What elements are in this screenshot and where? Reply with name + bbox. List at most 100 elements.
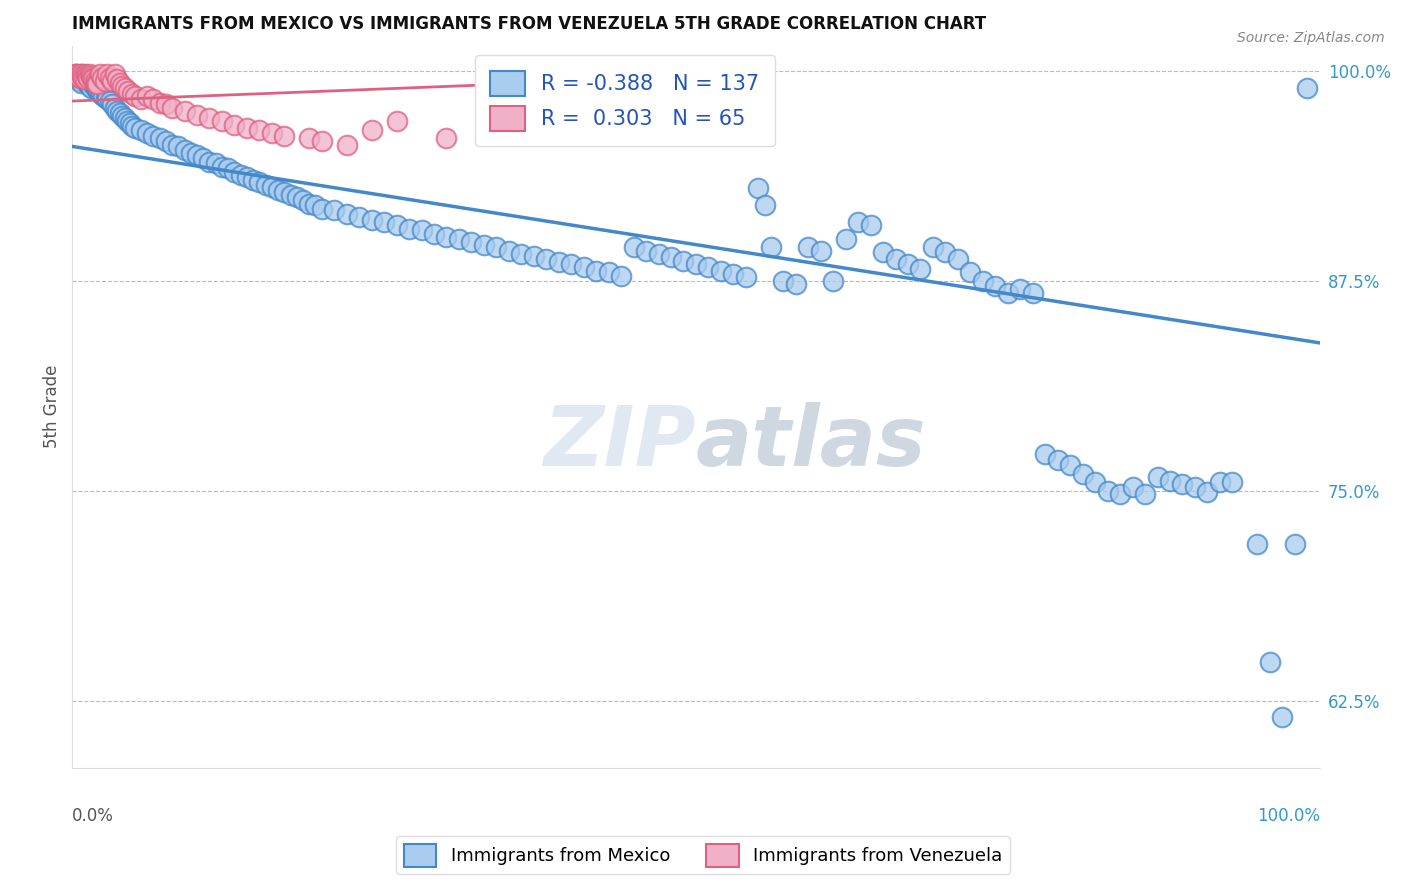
- Point: [360, 122, 382, 136]
- Point: [267, 183, 290, 197]
- Point: [118, 116, 141, 130]
- Point: [436, 230, 458, 244]
- Point: [91, 70, 114, 85]
- Point: [1258, 655, 1281, 669]
- Point: [997, 285, 1019, 300]
- Point: [447, 232, 470, 246]
- Point: [90, 87, 112, 102]
- Point: [82, 72, 104, 87]
- Point: [1022, 285, 1045, 300]
- Point: [83, 74, 105, 88]
- Point: [65, 67, 87, 81]
- Point: [972, 274, 994, 288]
- Point: [247, 122, 270, 136]
- Point: [910, 262, 932, 277]
- Point: [485, 240, 508, 254]
- Point: [984, 278, 1007, 293]
- Point: [247, 175, 270, 189]
- Point: [411, 223, 433, 237]
- Point: [1271, 710, 1294, 724]
- Point: [121, 87, 143, 102]
- Point: [1296, 80, 1319, 95]
- Point: [360, 213, 382, 227]
- Point: [423, 227, 446, 241]
- Point: [204, 156, 226, 170]
- Point: [155, 134, 177, 148]
- Point: [105, 72, 128, 87]
- Point: [336, 137, 359, 152]
- Point: [124, 89, 146, 103]
- Point: [87, 84, 110, 98]
- Point: [211, 114, 233, 128]
- Point: [560, 257, 582, 271]
- Point: [1184, 480, 1206, 494]
- Point: [834, 232, 856, 246]
- Point: [236, 120, 259, 135]
- Point: [186, 107, 208, 121]
- Point: [67, 70, 90, 85]
- Point: [224, 118, 246, 132]
- Point: [285, 190, 308, 204]
- Legend: R = -0.388   N = 137, R =  0.303   N = 65: R = -0.388 N = 137, R = 0.303 N = 65: [475, 55, 775, 146]
- Point: [89, 86, 111, 100]
- Point: [96, 67, 118, 81]
- Point: [76, 69, 98, 83]
- Point: [734, 270, 756, 285]
- Point: [498, 244, 520, 258]
- Point: [1033, 447, 1056, 461]
- Point: [585, 67, 607, 81]
- Point: [1122, 480, 1144, 494]
- Point: [180, 146, 202, 161]
- Point: [82, 70, 104, 85]
- Point: [754, 198, 776, 212]
- Point: [659, 250, 682, 264]
- Point: [69, 70, 91, 85]
- Point: [101, 74, 124, 88]
- Point: [1059, 458, 1081, 473]
- Point: [336, 206, 359, 220]
- Point: [347, 210, 370, 224]
- Point: [1220, 475, 1243, 490]
- Point: [155, 97, 177, 112]
- Point: [723, 67, 745, 81]
- Point: [98, 70, 121, 85]
- Point: [398, 221, 420, 235]
- Point: [111, 109, 134, 123]
- Point: [823, 274, 845, 288]
- Point: [610, 268, 633, 283]
- Point: [69, 74, 91, 88]
- Point: [82, 77, 104, 91]
- Text: 0.0%: 0.0%: [72, 807, 114, 825]
- Point: [63, 67, 86, 81]
- Point: [186, 148, 208, 162]
- Point: [136, 126, 159, 140]
- Point: [79, 78, 101, 93]
- Point: [1246, 537, 1268, 551]
- Point: [224, 164, 246, 178]
- Point: [121, 120, 143, 134]
- Legend: Immigrants from Mexico, Immigrants from Venezuela: Immigrants from Mexico, Immigrants from …: [396, 837, 1010, 874]
- Point: [115, 114, 138, 128]
- Point: [273, 129, 295, 144]
- Point: [77, 70, 100, 85]
- Point: [84, 76, 107, 90]
- Point: [585, 263, 607, 277]
- Point: [846, 215, 869, 229]
- Point: [77, 77, 100, 91]
- Point: [70, 76, 93, 90]
- Point: [101, 97, 124, 112]
- Point: [872, 245, 894, 260]
- Point: [1046, 453, 1069, 467]
- Text: ZIP: ZIP: [543, 402, 696, 483]
- Text: Source: ZipAtlas.com: Source: ZipAtlas.com: [1237, 31, 1385, 45]
- Point: [759, 240, 782, 254]
- Point: [298, 196, 321, 211]
- Point: [142, 92, 165, 106]
- Point: [460, 235, 482, 249]
- Point: [785, 277, 807, 292]
- Point: [510, 247, 533, 261]
- Point: [1084, 475, 1107, 490]
- Point: [93, 74, 115, 88]
- Point: [598, 265, 620, 279]
- Point: [772, 274, 794, 288]
